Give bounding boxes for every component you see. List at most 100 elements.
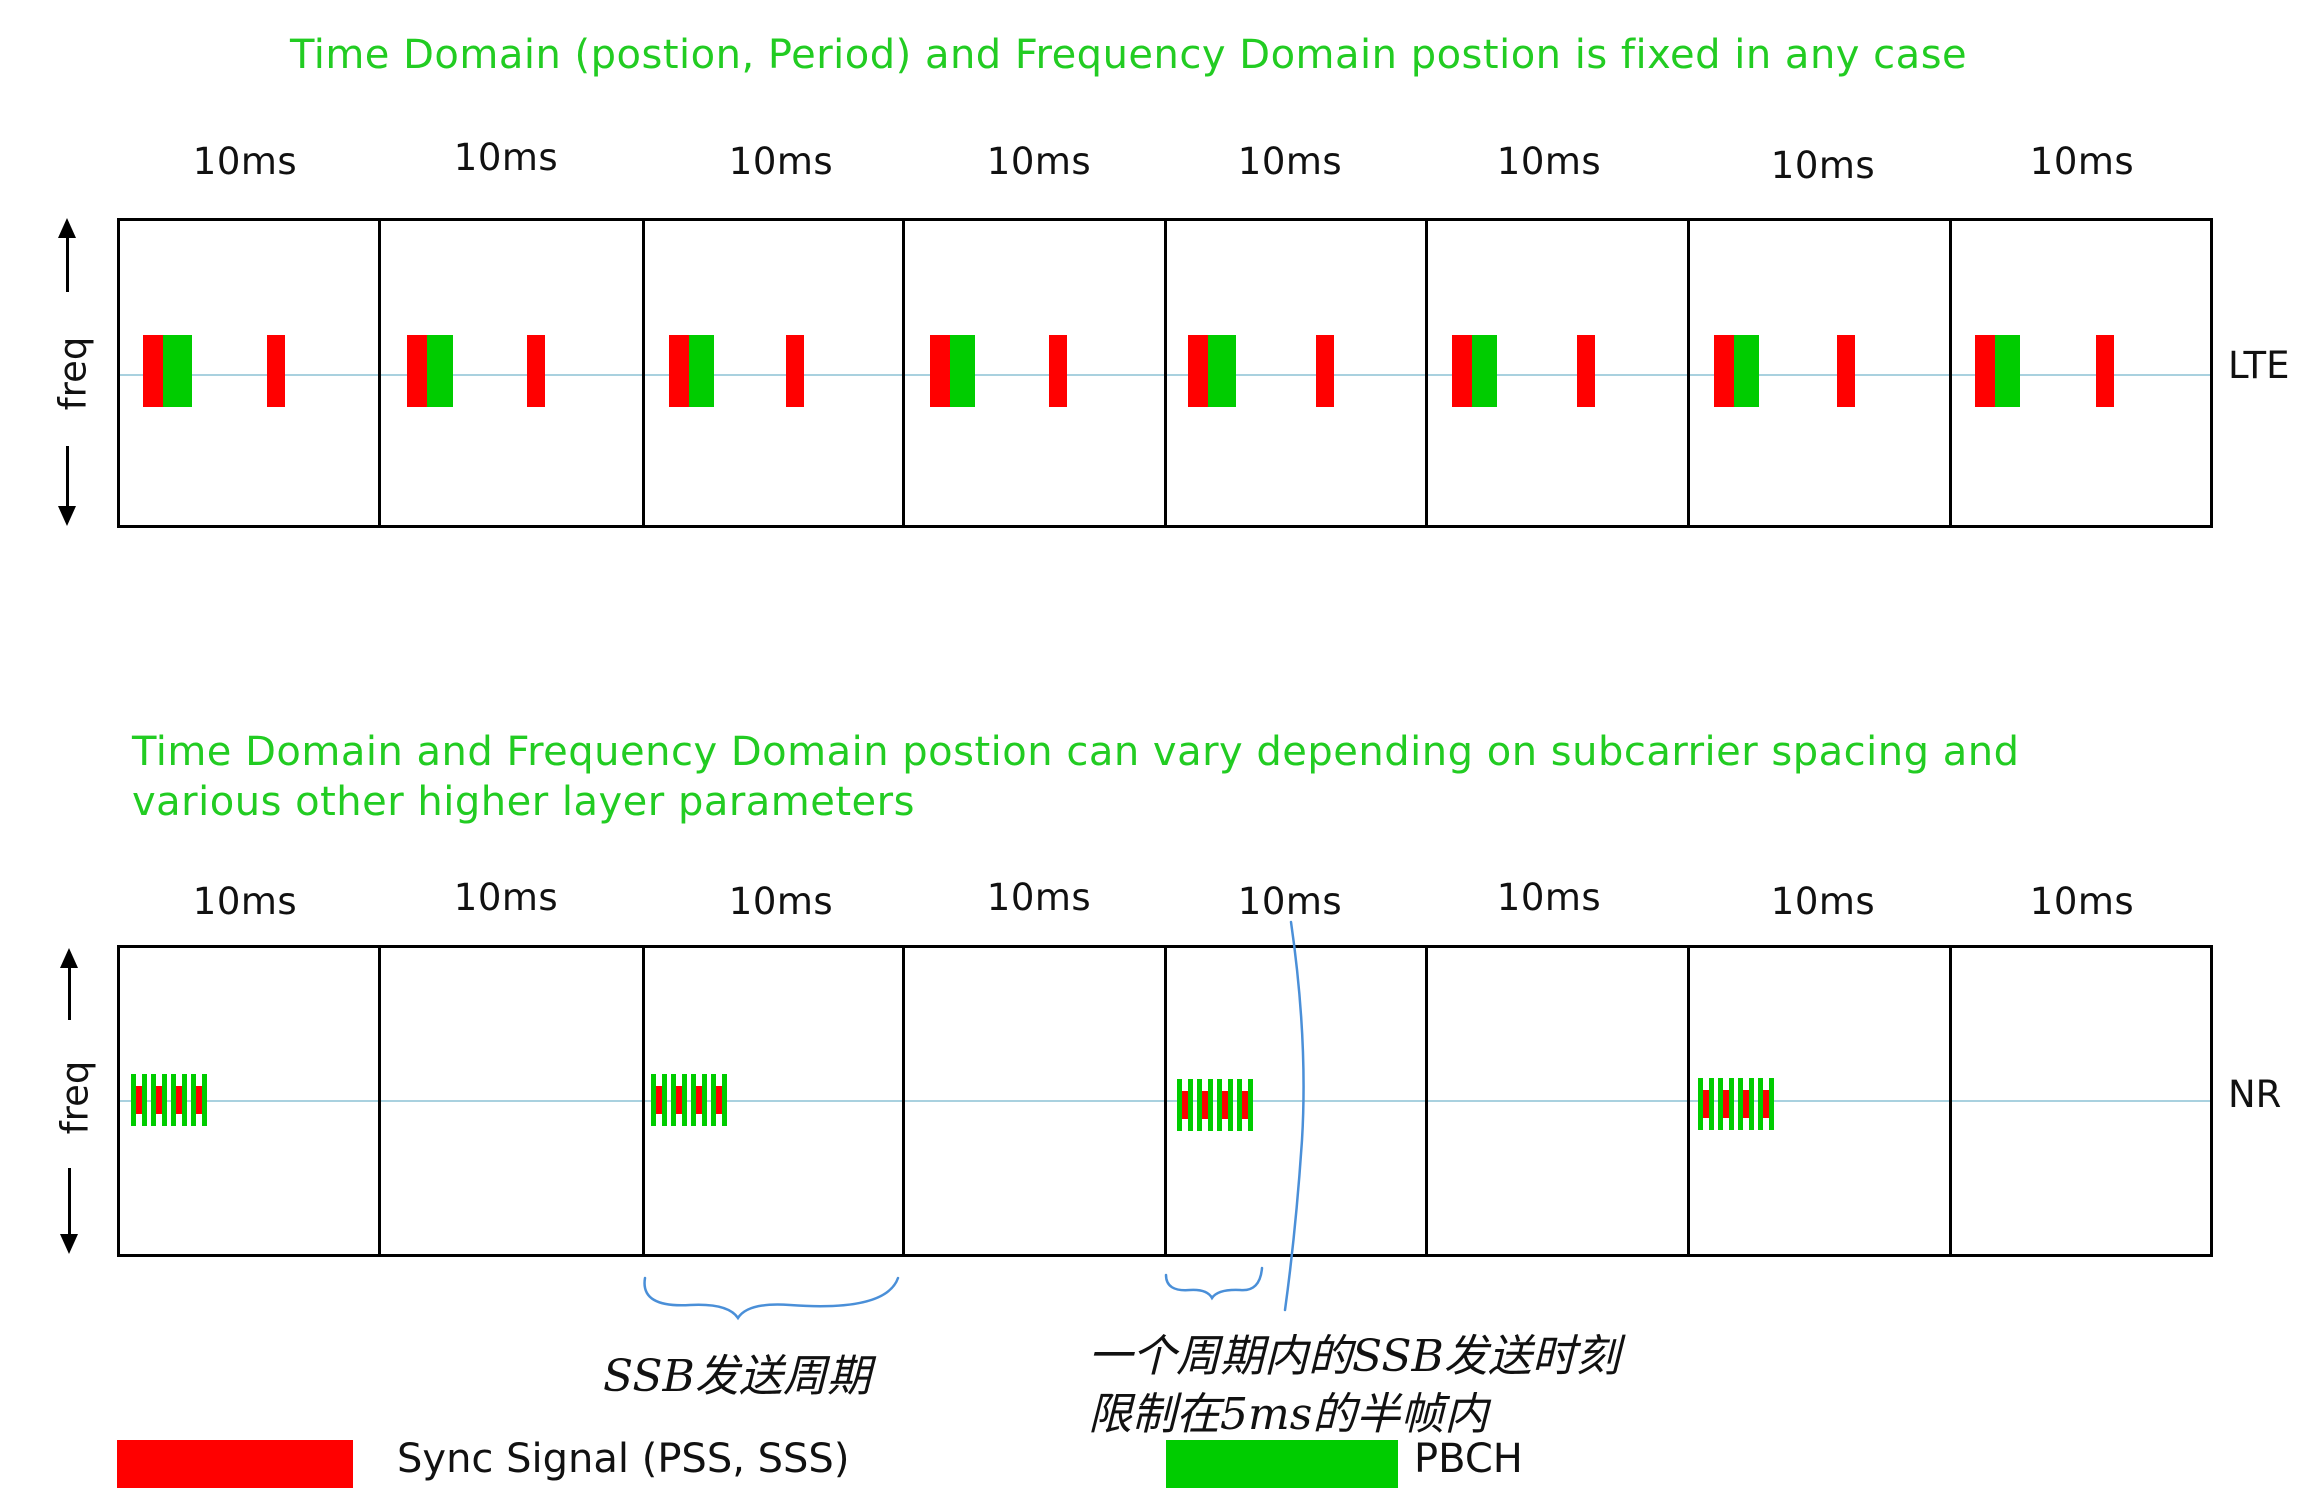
lte-frame-label: 10ms xyxy=(1496,140,1602,183)
nr-freq-label: freq xyxy=(53,1060,97,1135)
frame-divider xyxy=(1949,221,1952,525)
pbch-block xyxy=(1237,1079,1242,1131)
nr-frame-label: 10ms xyxy=(453,876,559,919)
sync-block xyxy=(786,335,804,407)
pbch-block xyxy=(1208,1079,1213,1131)
legend-pbch-label: PBCH xyxy=(1414,1436,1523,1482)
pbch-block xyxy=(1709,1078,1714,1130)
pbch-block xyxy=(1248,1079,1253,1131)
pbch-block xyxy=(163,335,192,407)
lte-frame-label: 10ms xyxy=(453,136,559,179)
frame-divider xyxy=(642,221,645,525)
pbch-block xyxy=(1738,1078,1743,1130)
pbch-block xyxy=(1758,1078,1763,1130)
legend-pbch-swatch xyxy=(1166,1440,1398,1488)
lte-frame-label: 10ms xyxy=(1770,144,1876,187)
legend-sync-label: Sync Signal (PSS, SSS) xyxy=(397,1436,850,1482)
frame-divider xyxy=(902,221,905,525)
pbch-block xyxy=(1472,335,1497,407)
lte-side-label: LTE xyxy=(2228,344,2290,387)
pbch-block xyxy=(1734,335,1759,407)
sync-block xyxy=(1316,335,1334,407)
nr-frame-label: 10ms xyxy=(728,880,834,923)
pbch-block xyxy=(662,1074,667,1126)
sync-block xyxy=(716,1086,722,1114)
pbch-block xyxy=(151,1074,156,1126)
sync-block xyxy=(1182,1091,1188,1119)
pbch-block xyxy=(1208,335,1236,407)
lte-frame-label: 10ms xyxy=(986,140,1092,183)
pbch-block xyxy=(427,335,453,407)
sync-block xyxy=(156,1086,162,1114)
lte-freq-label: freq xyxy=(51,336,95,411)
pbch-block xyxy=(1177,1079,1182,1131)
lte-frame-label: 10ms xyxy=(192,140,298,183)
frame-divider xyxy=(1949,948,1952,1254)
pbch-block xyxy=(131,1074,136,1126)
pbch-block xyxy=(682,1074,687,1126)
nr-frame-label: 10ms xyxy=(1770,880,1876,923)
sync-block xyxy=(1723,1090,1729,1118)
frame-divider xyxy=(1687,221,1690,525)
halfframe-note-line2: 限制在5ms的半帧内 xyxy=(1088,1389,1489,1440)
pbch-block xyxy=(1995,335,2020,407)
lte-frame-label: 10ms xyxy=(2029,140,2135,183)
pbch-block xyxy=(162,1074,167,1126)
sync-block xyxy=(930,335,950,407)
sync-block xyxy=(1577,335,1595,407)
frame-divider xyxy=(378,948,381,1254)
nr-frame-label: 10ms xyxy=(1237,880,1343,923)
sync-block xyxy=(1242,1091,1248,1119)
frame-divider xyxy=(642,948,645,1254)
sync-block xyxy=(696,1086,702,1114)
pbch-block xyxy=(1698,1078,1703,1130)
nr-title-line1: Time Domain and Frequency Domain postion… xyxy=(132,729,2020,775)
pbch-block xyxy=(950,335,975,407)
nr-panel xyxy=(117,945,2213,1257)
pbch-block xyxy=(1729,1078,1734,1130)
sync-block xyxy=(267,335,285,407)
sync-block xyxy=(1188,335,1208,407)
sync-block xyxy=(1714,335,1734,407)
pbch-block xyxy=(202,1074,207,1126)
sync-block xyxy=(1452,335,1472,407)
nr-title-line2: various other higher layer parameters xyxy=(132,779,915,825)
lte-title: Time Domain (postion, Period) and Freque… xyxy=(290,32,1968,78)
sync-block xyxy=(527,335,545,407)
ssb-period-note: SSB发送周期 xyxy=(603,1351,871,1402)
nr-frame-label: 10ms xyxy=(1496,876,1602,919)
lte-frame-label: 10ms xyxy=(728,140,834,183)
frame-divider xyxy=(1425,948,1428,1254)
pbch-block xyxy=(1228,1079,1233,1131)
pbch-block xyxy=(691,1074,696,1126)
sync-block xyxy=(196,1086,202,1114)
pbch-block xyxy=(1188,1079,1193,1131)
halfframe-brace xyxy=(1164,1266,1264,1301)
pbch-block xyxy=(182,1074,187,1126)
legend-sync-swatch xyxy=(117,1440,353,1488)
pbch-block xyxy=(651,1074,656,1126)
lte-frame-label: 10ms xyxy=(1237,140,1343,183)
nr-frame-label: 10ms xyxy=(986,876,1092,919)
nr-frame-label: 10ms xyxy=(2029,880,2135,923)
sync-block xyxy=(1222,1091,1228,1119)
frame-divider xyxy=(1164,221,1167,525)
frame-divider xyxy=(1687,948,1690,1254)
pbch-block xyxy=(671,1074,676,1126)
frame-divider xyxy=(378,221,381,525)
pbch-block xyxy=(1718,1078,1723,1130)
frame-divider xyxy=(1425,221,1428,525)
sync-block xyxy=(407,335,427,407)
sync-block xyxy=(143,335,163,407)
pbch-block xyxy=(171,1074,176,1126)
sync-block xyxy=(1743,1090,1749,1118)
pbch-block xyxy=(1197,1079,1202,1131)
sync-block xyxy=(1763,1090,1769,1118)
nr-frame-label: 10ms xyxy=(192,880,298,923)
pbch-block xyxy=(702,1074,707,1126)
frame-divider xyxy=(1164,948,1167,1254)
pbch-block xyxy=(1217,1079,1222,1131)
sync-block xyxy=(656,1086,662,1114)
pbch-block xyxy=(722,1074,727,1126)
sync-block xyxy=(176,1086,182,1114)
